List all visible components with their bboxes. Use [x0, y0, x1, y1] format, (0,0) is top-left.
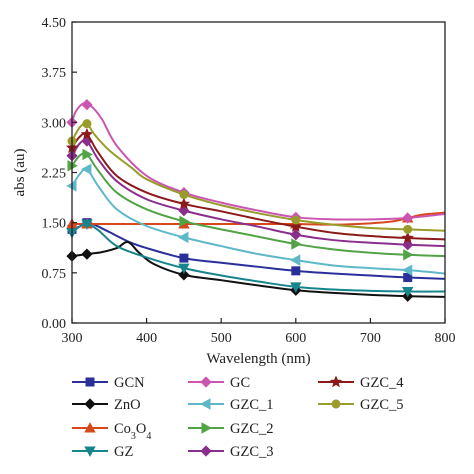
legend-marker — [85, 377, 95, 387]
y-tick-label: 1.50 — [42, 217, 67, 232]
data-point-marker — [401, 264, 413, 276]
data-point-marker — [401, 287, 414, 298]
data-point-marker — [81, 248, 93, 260]
legend-label: GZC_2 — [230, 421, 274, 437]
legend-label: GZC_1 — [230, 397, 274, 413]
x-tick-label: 600 — [285, 331, 306, 346]
x-tick-label: 500 — [211, 331, 232, 346]
data-point-marker — [403, 224, 413, 234]
legend-marker — [84, 398, 96, 410]
legend-label: GC — [230, 375, 250, 391]
data-point-marker — [81, 98, 93, 111]
legend-item: GZC_2 — [188, 421, 274, 437]
series-line — [71, 122, 446, 232]
data-point-marker — [179, 190, 189, 200]
data-point-marker — [291, 238, 302, 250]
legend-item: GZC_4 — [318, 375, 404, 391]
legend-item: Co3O4 — [72, 421, 151, 442]
data-point-marker — [179, 215, 190, 228]
legend-marker — [84, 422, 96, 433]
data-point-marker — [289, 254, 301, 266]
y-tick-label: 3.75 — [42, 66, 67, 81]
data-point-marker — [401, 231, 414, 244]
legend-item: GZC_1 — [188, 397, 274, 413]
legend-label: GZ — [114, 444, 133, 460]
y-tick-label: 4.50 — [42, 16, 67, 31]
data-point-marker — [178, 263, 190, 274]
data-point-marker — [291, 266, 301, 276]
legend-marker — [201, 422, 212, 434]
y-axis-title: abs (au) — [12, 149, 28, 197]
legend-marker — [200, 445, 212, 457]
data-point-marker — [82, 148, 93, 161]
x-axis-title: Wavelength (nm) — [206, 351, 310, 367]
legend-marker — [200, 376, 212, 388]
legend-marker — [329, 375, 343, 388]
series-line — [71, 222, 446, 293]
data-point-marker — [402, 212, 414, 224]
series-gzc-5 — [67, 119, 446, 234]
y-tick-label: 0.75 — [42, 267, 67, 282]
legend-item: GCN — [72, 375, 145, 391]
data-point-marker — [291, 215, 301, 225]
x-tick-label: 400 — [136, 331, 157, 346]
legend-label: GZC_4 — [360, 375, 404, 391]
data-point-marker — [81, 163, 92, 175]
plot-lines — [65, 98, 446, 302]
x-tick-label: 700 — [360, 331, 381, 346]
x-tick-label: 800 — [435, 331, 456, 346]
legend-label: GZC_3 — [230, 444, 274, 460]
legend-item: GC — [188, 375, 250, 391]
data-point-marker — [81, 219, 93, 230]
series-line — [71, 102, 446, 221]
axis-ticks: 300 400 500 600 700 800 0.00 0.75 1.50 2.25 3.00 3.… — [42, 16, 456, 346]
data-point-marker — [177, 197, 191, 210]
y-tick-label: 0.00 — [42, 317, 67, 332]
legend: GCN ZnO Co3O4 GZ GC GZC_1 GZC_2 GZC_3 GZC_4 GZC_5 — [72, 375, 404, 460]
x-tick-label: 300 — [62, 331, 83, 346]
legend-item: GZC_5 — [318, 397, 404, 413]
series-line — [71, 139, 446, 248]
data-point-marker — [178, 269, 190, 281]
legend-item: GZ — [72, 444, 133, 460]
y-tick-label: 3.00 — [42, 116, 67, 131]
data-point-marker — [82, 119, 92, 129]
plot-frame — [71, 21, 446, 324]
legend-item: GZC_3 — [188, 444, 274, 460]
legend-marker — [84, 446, 96, 457]
legend-label: GCN — [114, 375, 145, 391]
series-gzc-4 — [65, 127, 446, 244]
data-point-marker — [290, 229, 302, 241]
data-point-marker — [403, 249, 414, 261]
data-point-marker — [289, 220, 302, 232]
data-point-marker — [178, 231, 189, 244]
legend-marker — [331, 399, 341, 409]
data-point-marker — [80, 127, 94, 140]
data-point-marker — [402, 239, 414, 251]
legend-label: GZC_5 — [360, 397, 404, 413]
legend-label: ZnO — [114, 397, 141, 413]
legend-label: Co3O4 — [114, 421, 151, 442]
legend-item: ZnO — [72, 397, 141, 413]
series-gzc-1 — [66, 163, 446, 276]
data-point-marker — [179, 253, 189, 263]
data-point-marker — [178, 205, 190, 217]
data-point-marker — [290, 282, 302, 293]
y-tick-label: 2.25 — [42, 167, 67, 182]
legend-marker — [200, 398, 211, 410]
series-zno — [66, 241, 446, 302]
